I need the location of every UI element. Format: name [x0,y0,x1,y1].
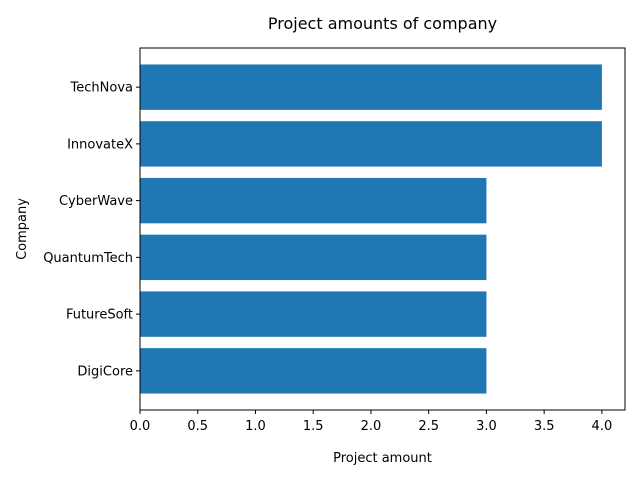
x-tick-label: 0.5 [187,419,208,434]
y-tick-label: CyberWave [59,194,133,209]
bar-cyberwave [140,177,487,224]
chart-title: Project amounts of company [268,14,497,33]
y-tick-label: TechNova [70,81,133,96]
x-tick-label: 2.5 [418,419,439,434]
x-tick-label: 3.0 [476,419,497,434]
x-tick-label: 1.0 [245,419,266,434]
x-axis-label: Project amount [333,451,432,466]
y-tick-label: QuantumTech [43,251,133,266]
y-axis-ticks: DigiCore FutureSoft QuantumTech CyberWave In… [43,81,140,379]
x-tick-label: 4.0 [592,419,613,434]
y-tick-label: DigiCore [77,364,133,379]
bar-quantumtech [140,234,487,281]
x-tick-label: 2.0 [361,419,382,434]
bar-futuresoft [140,291,487,337]
bar-digicore [140,348,487,394]
plot-area-frame [139,47,626,411]
y-axis-label: Company [15,198,30,260]
x-tick-label: 3.5 [534,419,555,434]
bar-technova [140,64,602,110]
x-tick-label: 1.5 [303,419,324,434]
bars [140,64,602,394]
x-axis-ticks: 0.0 0.5 1.0 1.5 2.0 2.5 3.0 3.5 4.0 [130,410,613,434]
bar-innovatex [140,121,602,167]
x-tick-label: 0.0 [130,419,151,434]
y-tick-label: FutureSoft [66,308,133,323]
y-tick-label: InnovateX [67,137,133,152]
